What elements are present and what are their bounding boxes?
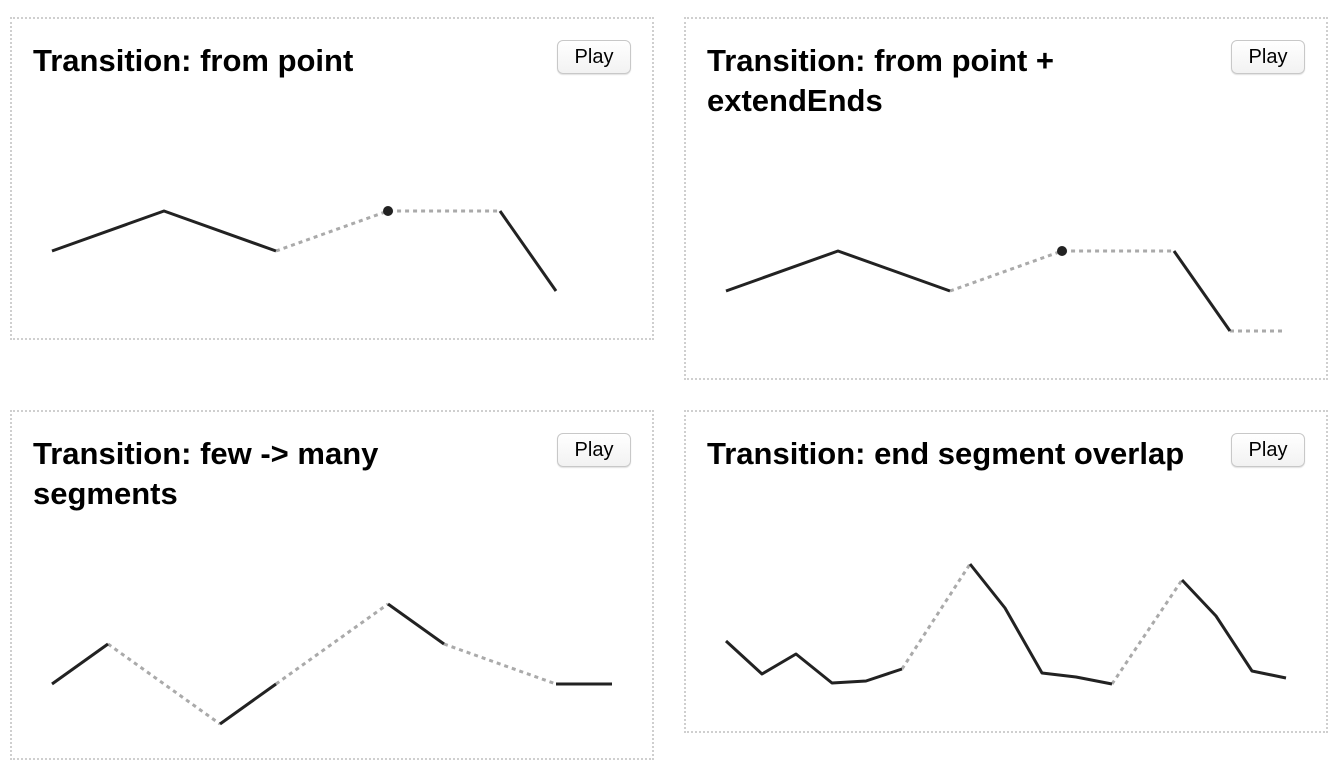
point-marker [383,206,393,216]
solid-segment [51,642,109,686]
panel-2-lines [51,602,612,726]
panel-title: Transition: end segment overlap [707,436,1185,471]
dotted-segment [949,249,1174,293]
point-marker [1057,246,1067,256]
solid-segment [725,249,951,293]
solid-segment [219,682,277,726]
solid-segment [1172,250,1232,332]
play-button[interactable]: Play [1231,40,1305,74]
panel-end-segment-overlap: Transition: end segment overlap Play [684,410,1328,733]
panel-title: Transition: few -> many segments [33,436,379,511]
panel-3-lines [724,563,1287,686]
panel-title: Transition: from point + extendEnds [707,43,1055,118]
solid-segment [51,209,277,253]
panel-title: Transition: from point [33,43,354,78]
dotted-segment [900,563,972,670]
panel-1-lines [725,246,1286,333]
play-button[interactable]: Play [557,433,631,467]
dotted-segment [107,642,221,726]
solid-segment [968,563,1113,686]
solid-segment [1180,578,1287,680]
dotted-segment [275,602,389,686]
panel-0-lines [51,206,558,292]
play-button[interactable]: Play [1231,433,1305,467]
solid-segment [498,210,558,292]
dotted-segment [275,209,500,253]
panel-few-to-many-segments: Transition: few -> many segments Play [10,410,654,760]
solid-segment [724,639,903,685]
play-button[interactable]: Play [557,40,631,74]
dotted-segment [1110,579,1184,685]
solid-segment [387,602,445,646]
panel-from-point: Transition: from point Play [10,17,654,340]
dotted-segment [443,642,557,686]
